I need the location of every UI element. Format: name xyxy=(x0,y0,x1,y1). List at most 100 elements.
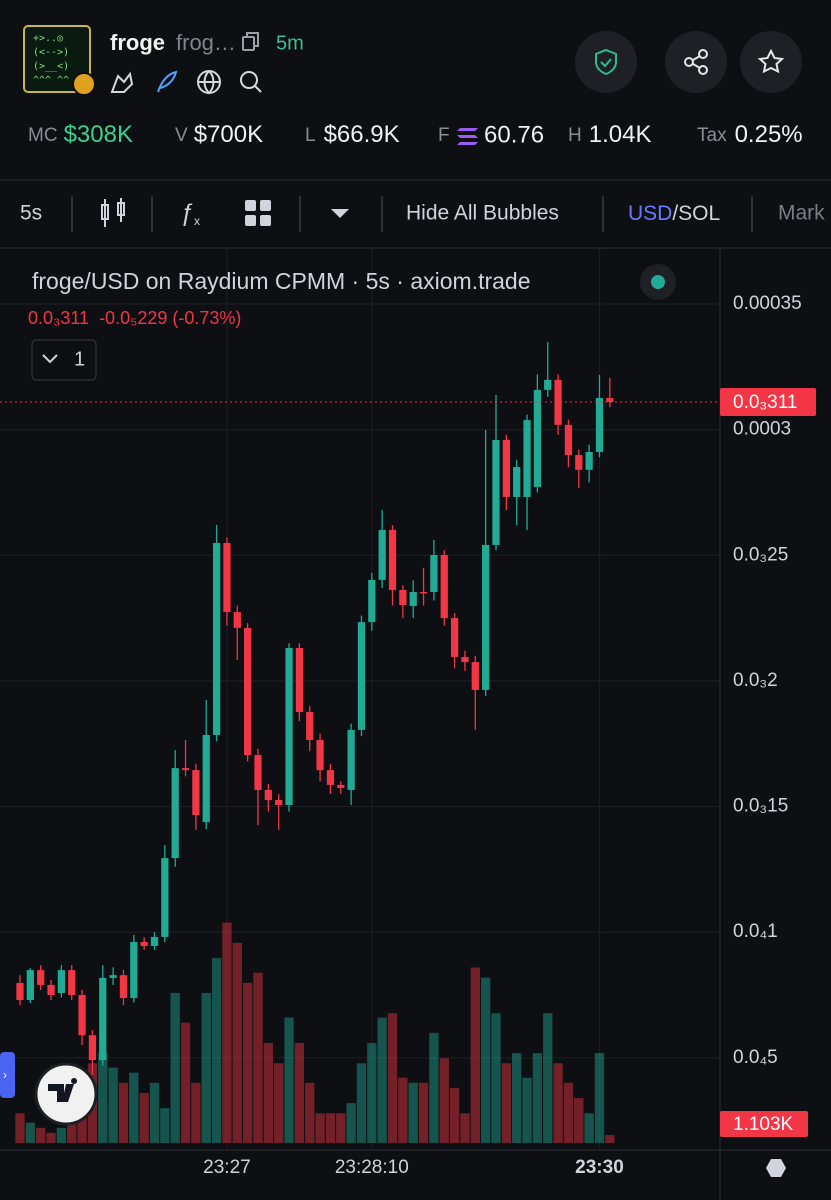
volume-bar xyxy=(211,958,222,1143)
candle-body xyxy=(606,397,614,402)
candle-body xyxy=(502,439,510,497)
collapse-button[interactable] xyxy=(31,339,97,381)
volume-bar xyxy=(118,1082,129,1143)
chevron-icon xyxy=(42,354,58,364)
volume-bar xyxy=(377,1017,387,1143)
candle-body xyxy=(388,529,397,590)
candle-body xyxy=(192,770,200,816)
candle-body xyxy=(161,858,169,937)
candle-body xyxy=(430,555,438,592)
candle-body xyxy=(337,784,345,788)
y-tick-label: 0.00035 xyxy=(733,293,802,314)
token-logo[interactable] xyxy=(23,25,91,93)
launchpad-badge xyxy=(72,72,96,96)
volume-bar xyxy=(191,1082,201,1143)
x-tick-label: 23:28:10 xyxy=(335,1157,409,1178)
search-icon[interactable] xyxy=(240,71,258,89)
volume-bar xyxy=(439,1058,449,1143)
y-tick-label: 0.0₃15 xyxy=(733,796,788,817)
volume-bar xyxy=(46,1132,56,1143)
volume-bar xyxy=(408,1082,418,1143)
volume-bar xyxy=(480,977,491,1143)
website-icon[interactable] xyxy=(157,70,178,93)
candle-body xyxy=(202,734,210,823)
more-dropdown[interactable] xyxy=(331,209,349,218)
candle-body xyxy=(88,1035,97,1061)
bubbles-toggle[interactable]: Hide All Bubbles xyxy=(406,202,559,225)
volume-bar xyxy=(418,1082,429,1143)
candle-body xyxy=(130,941,138,999)
candle-body xyxy=(109,975,117,978)
candle-body xyxy=(585,451,593,470)
volume-bar xyxy=(67,1113,77,1143)
candle-body xyxy=(275,800,283,806)
share-button[interactable] xyxy=(665,31,727,93)
side-tab[interactable] xyxy=(0,1052,15,1098)
volume-bar xyxy=(149,1082,160,1143)
mark-button[interactable]: Mark xyxy=(778,202,825,225)
candle-body xyxy=(440,555,448,619)
legend: 0.0₃311 -0.0₅229 (-0.73%) xyxy=(28,308,241,328)
candle-body xyxy=(326,770,335,785)
volume-bar xyxy=(594,1053,605,1143)
volume-bar xyxy=(139,1092,149,1143)
volume-bar xyxy=(563,1082,574,1143)
x-tick-label: 23:27 xyxy=(203,1157,251,1178)
candle-body xyxy=(564,424,573,456)
side-tab-arrow: › xyxy=(3,1068,7,1082)
candle-body xyxy=(26,970,34,1001)
volume-bar xyxy=(15,1113,25,1143)
volume-bar xyxy=(336,1113,346,1143)
volume-bar xyxy=(170,992,180,1143)
volume-bar xyxy=(512,1053,522,1143)
volume-bar xyxy=(491,1013,501,1143)
stat-value: 60.76 xyxy=(484,121,544,148)
copy-icon[interactable] xyxy=(242,32,259,51)
volume-bar xyxy=(387,1013,398,1143)
candle-body xyxy=(544,379,552,390)
favorite-button[interactable] xyxy=(740,31,802,93)
chart xyxy=(0,248,720,1150)
candle-body xyxy=(306,712,314,740)
layout-icon[interactable] xyxy=(245,200,271,226)
volume-bar xyxy=(253,972,263,1143)
settings-icon[interactable] xyxy=(766,1159,786,1177)
interval-button[interactable]: 5s xyxy=(20,202,42,225)
volume-bar xyxy=(294,1042,305,1143)
volume-bar xyxy=(584,1113,594,1143)
candle-body xyxy=(471,662,479,690)
token-name: froge xyxy=(110,30,165,55)
status-dot xyxy=(651,275,665,289)
candle-body xyxy=(533,389,542,487)
candle-body xyxy=(409,591,417,607)
candle-body xyxy=(254,755,262,790)
stats-row: MC $308K V $700K L $66.9K F 60.76 H 1.04K Ta… xyxy=(28,121,803,148)
price-label: 0.0₃311 xyxy=(733,392,797,413)
candle-body xyxy=(99,977,107,1061)
star-icon xyxy=(757,48,785,74)
stat: V $700K xyxy=(175,121,263,148)
candle-type-icon[interactable] xyxy=(101,198,125,227)
candle-body xyxy=(554,379,562,425)
token-header: +>..◎ (<-->) (>__<) ^^^ ^^ froge frog… 5… xyxy=(23,25,802,96)
indicators-icon[interactable]: ƒ xyxy=(180,199,193,226)
logo-line: (>__<) xyxy=(33,61,69,72)
candle-body xyxy=(492,439,500,545)
volume-bar xyxy=(356,1063,367,1143)
volume-bar xyxy=(201,992,211,1143)
y-tick-label: 0.0003 xyxy=(733,419,791,440)
candle-body xyxy=(285,647,293,806)
volume-bar xyxy=(574,1098,584,1143)
volume-bar xyxy=(315,1113,325,1143)
candle-body xyxy=(181,768,190,771)
sol-icon xyxy=(457,128,478,145)
indicators-icon-x: x xyxy=(194,214,200,228)
candle-body xyxy=(347,729,355,790)
currency-toggle[interactable]: USD/SOL xyxy=(628,202,720,225)
security-button[interactable] xyxy=(575,31,637,93)
volume-bar xyxy=(305,1082,315,1143)
y-tick-label: 0.0₃2 xyxy=(733,670,778,691)
community-icon[interactable] xyxy=(110,71,134,93)
